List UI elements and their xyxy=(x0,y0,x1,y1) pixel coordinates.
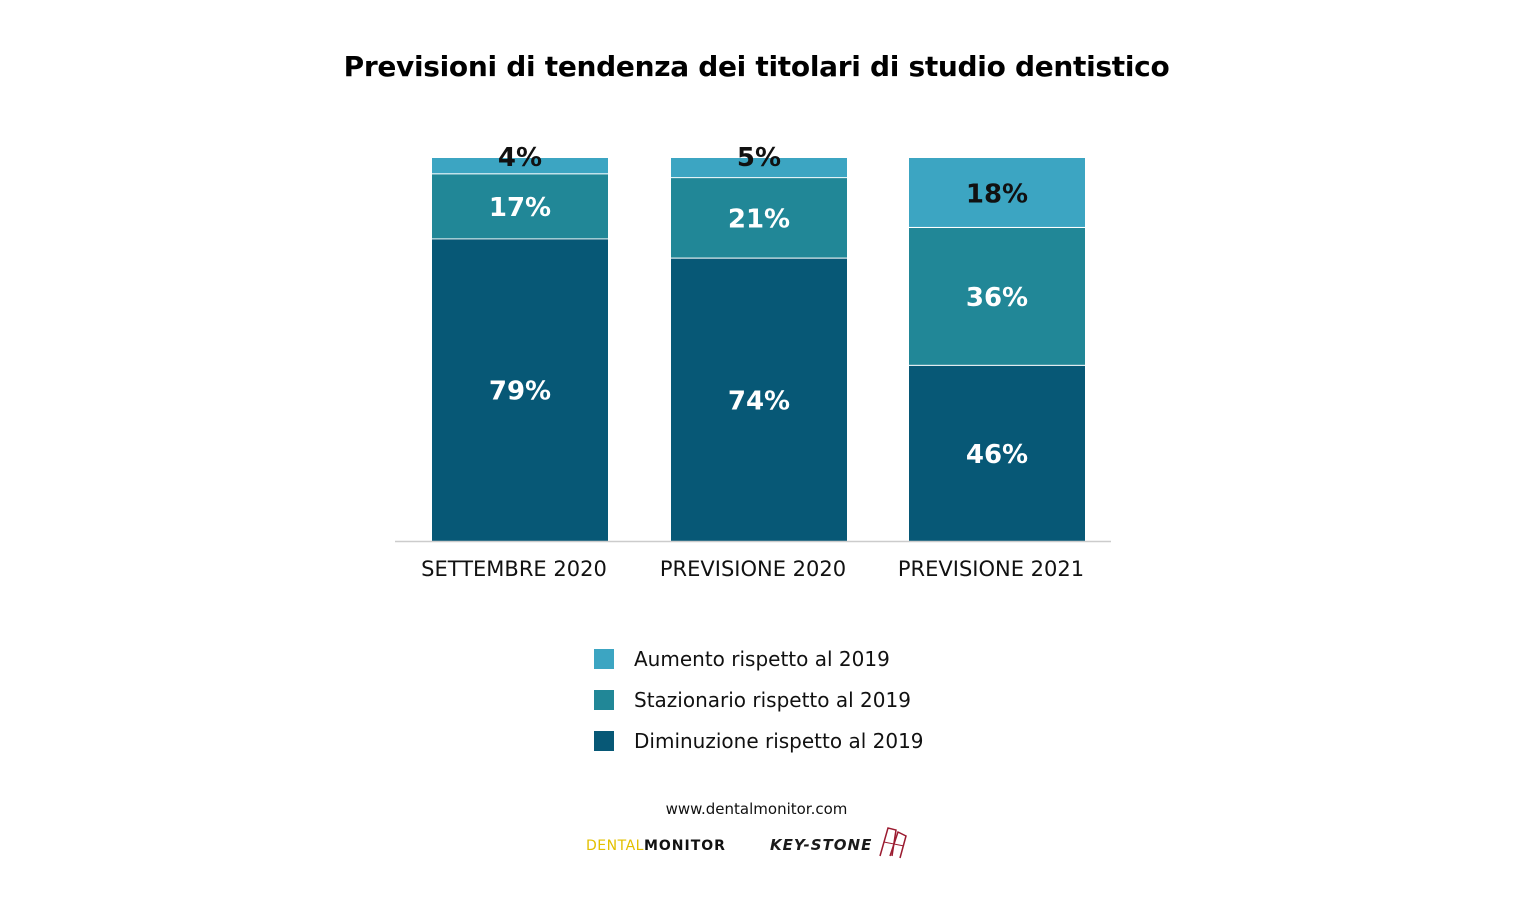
legend-swatch-diminuzione xyxy=(594,730,614,751)
bar-previsione-2021-diminuzione xyxy=(909,364,1085,541)
data-label-previsione-2020-aumento: 5% xyxy=(737,143,781,173)
bar-previsione-2020-aumento xyxy=(671,158,847,178)
legend-label-diminuzione: Diminuzione rispetto al 2019 xyxy=(634,728,924,753)
chart-legend: Aumento rispetto al 2019 Stazionario ris… xyxy=(594,638,924,761)
data-label-settembre-2020-stazionario: 17% xyxy=(489,193,551,223)
bar-settembre-2020-aumento xyxy=(432,158,608,174)
data-label-previsione-2021-diminuzione: 46% xyxy=(966,440,1028,470)
bar-previsione-2020-stazionario xyxy=(671,177,847,258)
category-label-settembre-2020: SETTEMBRE 2020 xyxy=(421,557,607,581)
legend-swatch-aumento xyxy=(594,648,614,669)
data-label-previsione-2020-diminuzione: 74% xyxy=(728,386,790,416)
legend-label-stazionario: Stazionario rispetto al 2019 xyxy=(634,687,911,712)
bar-previsione-2021-stazionario xyxy=(909,226,1085,365)
bar-settembre-2020-stazionario xyxy=(432,173,608,239)
keystone-logo: KEY-STONE xyxy=(770,836,873,854)
legend-item-aumento: Aumento rispetto al 2019 xyxy=(594,638,924,679)
data-label-previsione-2021-aumento: 18% xyxy=(966,179,1028,209)
bar-previsione-2021-aumento xyxy=(909,158,1085,227)
data-label-settembre-2020-diminuzione: 79% xyxy=(489,377,551,407)
footer-logos: DENTALMONITOR KEY-STONE xyxy=(586,822,926,862)
legend-swatch-stazionario xyxy=(594,689,614,710)
bar-settembre-2020-diminuzione xyxy=(432,238,608,541)
dentalmonitor-logo: DENTALMONITOR xyxy=(586,838,726,854)
category-label-previsione-2020: PREVISIONE 2020 xyxy=(660,557,846,581)
chart-title: Previsioni di tendenza dei titolari di s… xyxy=(343,50,1170,83)
data-label-previsione-2020-stazionario: 21% xyxy=(728,204,790,234)
data-label-previsione-2021-stazionario: 36% xyxy=(966,283,1028,313)
source-url: www.dentalmonitor.com xyxy=(665,800,848,818)
bar-previsione-2020-diminuzione xyxy=(671,257,847,541)
legend-item-stazionario: Stazionario rispetto al 2019 xyxy=(594,679,924,720)
keystone-mark-icon xyxy=(879,827,907,859)
dentalmonitor-logo-light: DENTAL xyxy=(586,838,644,854)
legend-item-diminuzione: Diminuzione rispetto al 2019 xyxy=(594,720,924,761)
dentalmonitor-logo-dark: MONITOR xyxy=(643,838,726,854)
data-label-settembre-2020-aumento: 4% xyxy=(498,143,542,173)
legend-label-aumento: Aumento rispetto al 2019 xyxy=(634,646,890,671)
category-label-previsione-2021: PREVISIONE 2021 xyxy=(898,557,1084,581)
